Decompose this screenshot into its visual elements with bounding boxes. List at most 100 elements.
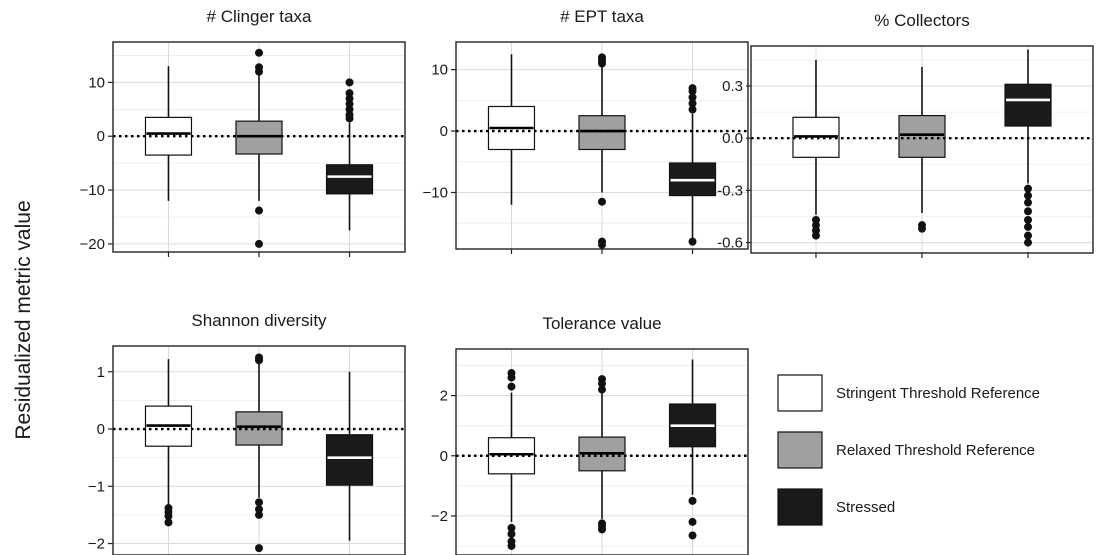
outlier-point bbox=[1024, 222, 1033, 231]
legend-item-stressed: Stressed bbox=[777, 488, 895, 526]
y-tick-label: 0 bbox=[440, 123, 448, 140]
panel-title: Tolerance value bbox=[542, 314, 661, 333]
y-tick-label: −1 bbox=[88, 478, 105, 495]
legend-label: Stressed bbox=[836, 499, 895, 516]
outlier-point bbox=[255, 544, 263, 553]
panel-title: # Clinger taxa bbox=[207, 7, 312, 26]
legend-label: Stringent Threshold Reference bbox=[836, 385, 1040, 402]
outlier-point bbox=[255, 498, 263, 507]
box-stressed bbox=[325, 78, 374, 231]
legend-swatch bbox=[777, 488, 823, 526]
box-stringent-threshold-reference bbox=[144, 359, 193, 527]
outlier-point bbox=[164, 512, 173, 521]
outlier-point bbox=[1024, 198, 1033, 207]
y-tick-label: 0.0 bbox=[722, 130, 743, 147]
plot-frame bbox=[455, 348, 749, 555]
box-stressed bbox=[668, 359, 717, 540]
iqr-box bbox=[325, 164, 374, 195]
box-stressed bbox=[325, 371, 374, 541]
legend-label: Relaxed Threshold Reference bbox=[836, 442, 1035, 459]
outlier-point bbox=[345, 78, 354, 87]
y-tick-label: 10 bbox=[431, 62, 448, 79]
outlier-point bbox=[507, 382, 516, 391]
outlier-point bbox=[1024, 231, 1033, 240]
y-axis-label: Residualized metric value bbox=[12, 200, 35, 439]
iqr-box bbox=[235, 120, 283, 155]
outlier-point bbox=[598, 375, 606, 384]
outlier-point bbox=[164, 518, 173, 527]
panel-clinger-taxa: 10 0 −10 −20 # Clinger taxa bbox=[80, 7, 406, 257]
box-relaxed-threshold-reference bbox=[578, 53, 626, 249]
outlier-point bbox=[255, 353, 263, 362]
legend-item-relaxed-threshold-reference: Relaxed Threshold Reference bbox=[777, 431, 1035, 469]
legend-swatch bbox=[777, 431, 823, 469]
y-tick-label: 0.3 bbox=[722, 78, 743, 95]
y-tick-label: −2 bbox=[431, 508, 448, 525]
outlier-point bbox=[1024, 215, 1033, 224]
panel-title: % Collectors bbox=[874, 11, 969, 30]
outlier-point bbox=[1024, 207, 1033, 216]
y-tick-label: −2 bbox=[88, 536, 105, 553]
outlier-point bbox=[255, 239, 263, 248]
outlier-point bbox=[507, 523, 516, 532]
outlier-point bbox=[1024, 184, 1033, 193]
outlier-point bbox=[598, 197, 606, 206]
outlier-point bbox=[811, 231, 820, 240]
plot-frame bbox=[112, 345, 406, 555]
outlier-point bbox=[688, 531, 697, 540]
outlier-point bbox=[918, 224, 926, 233]
y-tick-label: 2 bbox=[440, 388, 448, 405]
panel-title: # EPT taxa bbox=[560, 7, 644, 26]
outlier-point bbox=[255, 63, 263, 72]
y-tick-label: −10 bbox=[423, 184, 448, 201]
outlier-point bbox=[255, 206, 263, 215]
y-tick-label: 0 bbox=[97, 421, 105, 438]
panel-ept-taxa: 10 0 −10 # EPT taxa bbox=[423, 7, 749, 254]
outlier-point bbox=[255, 48, 263, 57]
legend-item-stringent-threshold-reference: Stringent Threshold Reference bbox=[777, 374, 1040, 412]
outlier-point bbox=[688, 84, 697, 93]
outlier-point bbox=[598, 525, 606, 534]
outlier-point bbox=[507, 369, 516, 378]
outlier-point bbox=[688, 517, 697, 526]
outlier-point bbox=[255, 510, 263, 519]
y-tick-label: −10 bbox=[80, 182, 105, 199]
outlier-point bbox=[688, 496, 697, 505]
outlier-point bbox=[598, 53, 606, 62]
box-relaxed-threshold-reference bbox=[235, 48, 283, 248]
legend-swatch bbox=[777, 374, 823, 412]
iqr-box bbox=[1004, 83, 1052, 127]
outlier-point bbox=[1024, 191, 1033, 200]
iqr-box bbox=[325, 434, 374, 486]
box-stressed bbox=[668, 84, 717, 246]
box-stressed bbox=[1004, 49, 1052, 247]
outlier-point bbox=[345, 89, 354, 98]
outlier-point bbox=[688, 99, 697, 108]
y-tick-label: 0 bbox=[440, 448, 448, 465]
outlier-point bbox=[598, 240, 606, 249]
outlier-point bbox=[507, 541, 516, 550]
box-stringent-threshold-reference bbox=[487, 54, 536, 205]
outlier-point bbox=[688, 237, 697, 246]
outlier-point bbox=[688, 105, 697, 114]
y-tick-label: 10 bbox=[88, 74, 105, 91]
panel-title: Shannon diversity bbox=[191, 311, 327, 330]
panel-tolerance-value: 2 0 −2 Tolerance value bbox=[431, 314, 749, 555]
outlier-point bbox=[507, 529, 516, 538]
box-relaxed-threshold-reference bbox=[578, 375, 626, 534]
y-tick-label: 0 bbox=[97, 128, 105, 145]
outlier-point bbox=[688, 93, 697, 102]
outlier-point bbox=[598, 385, 606, 394]
legend: Stringent Threshold Reference Relaxed Thr… bbox=[777, 374, 1040, 526]
panel-collectors: 0.3 0.0 -0.3 -0.6 % Collectors bbox=[717, 11, 1094, 258]
y-tick-label: 1 bbox=[97, 364, 105, 381]
iqr-box bbox=[898, 114, 946, 158]
panel-shannon-diversity: 1 0 −1 −2 Shannon diversity bbox=[88, 311, 406, 555]
iqr-box bbox=[578, 115, 626, 151]
y-tick-label: -0.3 bbox=[717, 182, 743, 199]
outlier-point bbox=[1024, 238, 1033, 247]
y-tick-label: −20 bbox=[80, 236, 105, 253]
box-relaxed-threshold-reference bbox=[898, 66, 946, 233]
